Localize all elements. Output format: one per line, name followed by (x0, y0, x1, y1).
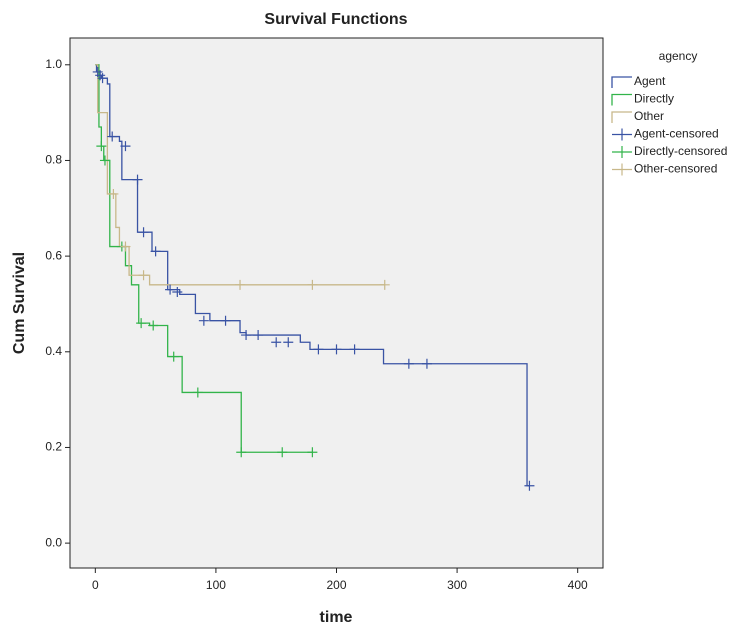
legend-label: Agent-censored (634, 127, 719, 141)
censor-mark (172, 286, 183, 297)
censor-mark (331, 344, 342, 355)
legend-symbol (611, 111, 632, 123)
censor-mark (236, 447, 247, 458)
censor-mark (271, 337, 282, 348)
censor-mark (307, 279, 318, 290)
censor-mark (220, 315, 231, 326)
censor-mark (99, 155, 110, 166)
censor-mark (235, 279, 246, 290)
legend-symbol (612, 146, 632, 158)
y-tick-label: 0.4 (45, 344, 62, 358)
x-tick-label: 200 (326, 578, 346, 592)
legend-symbol (611, 93, 632, 106)
legend-label: Agent (634, 74, 666, 88)
censor-mark (198, 315, 209, 326)
censor-mark (136, 318, 147, 329)
censor-mark (132, 174, 143, 185)
censor-mark (148, 320, 159, 331)
censor-mark (313, 344, 324, 355)
censor-mark (241, 330, 252, 341)
censor-mark (379, 279, 390, 290)
y-axis-label: Cum Survival (11, 252, 28, 354)
censor-mark (107, 131, 118, 142)
censor-mark (138, 227, 149, 238)
censor-mark (253, 330, 264, 341)
censor-mark (97, 73, 108, 84)
y-tick-label: 0.0 (45, 535, 62, 549)
censor-mark (283, 337, 294, 348)
censor-mark (120, 141, 131, 152)
x-axis-label: time (320, 609, 353, 626)
censor-mark (96, 141, 107, 152)
legend-symbol (612, 128, 632, 141)
y-tick-label: 1.0 (45, 57, 62, 71)
censor-mark (307, 447, 318, 458)
censor-mark (277, 447, 288, 458)
censor-mark (403, 358, 414, 369)
censor-mark (120, 241, 131, 252)
censor-mark (150, 246, 161, 257)
legend-label: Other (634, 109, 664, 123)
y-tick-label: 0.6 (45, 248, 62, 262)
x-tick-label: 300 (447, 578, 467, 592)
censor-mark (108, 188, 119, 199)
legend-label: Directly-censored (634, 144, 727, 158)
legend-title: agency (659, 49, 698, 63)
x-tick-label: 100 (206, 578, 226, 592)
censor-mark (165, 284, 176, 295)
censor-mark (138, 270, 149, 281)
legend-label: Other-censored (634, 162, 717, 176)
x-tick-label: 0 (92, 578, 99, 592)
chart-title: Survival Functions (264, 11, 407, 28)
censor-mark (168, 351, 179, 362)
censor-mark (421, 358, 432, 369)
censor-mark (192, 387, 203, 398)
x-tick-label: 400 (568, 578, 588, 592)
plot-area (69, 37, 604, 569)
y-tick-label: 0.8 (45, 153, 62, 167)
legend-symbol (612, 163, 632, 176)
censor-mark (524, 480, 535, 491)
legend-symbol (611, 76, 632, 88)
censor-mark (349, 344, 360, 355)
legend-label: Directly (634, 92, 674, 106)
y-tick-label: 0.2 (45, 440, 62, 454)
